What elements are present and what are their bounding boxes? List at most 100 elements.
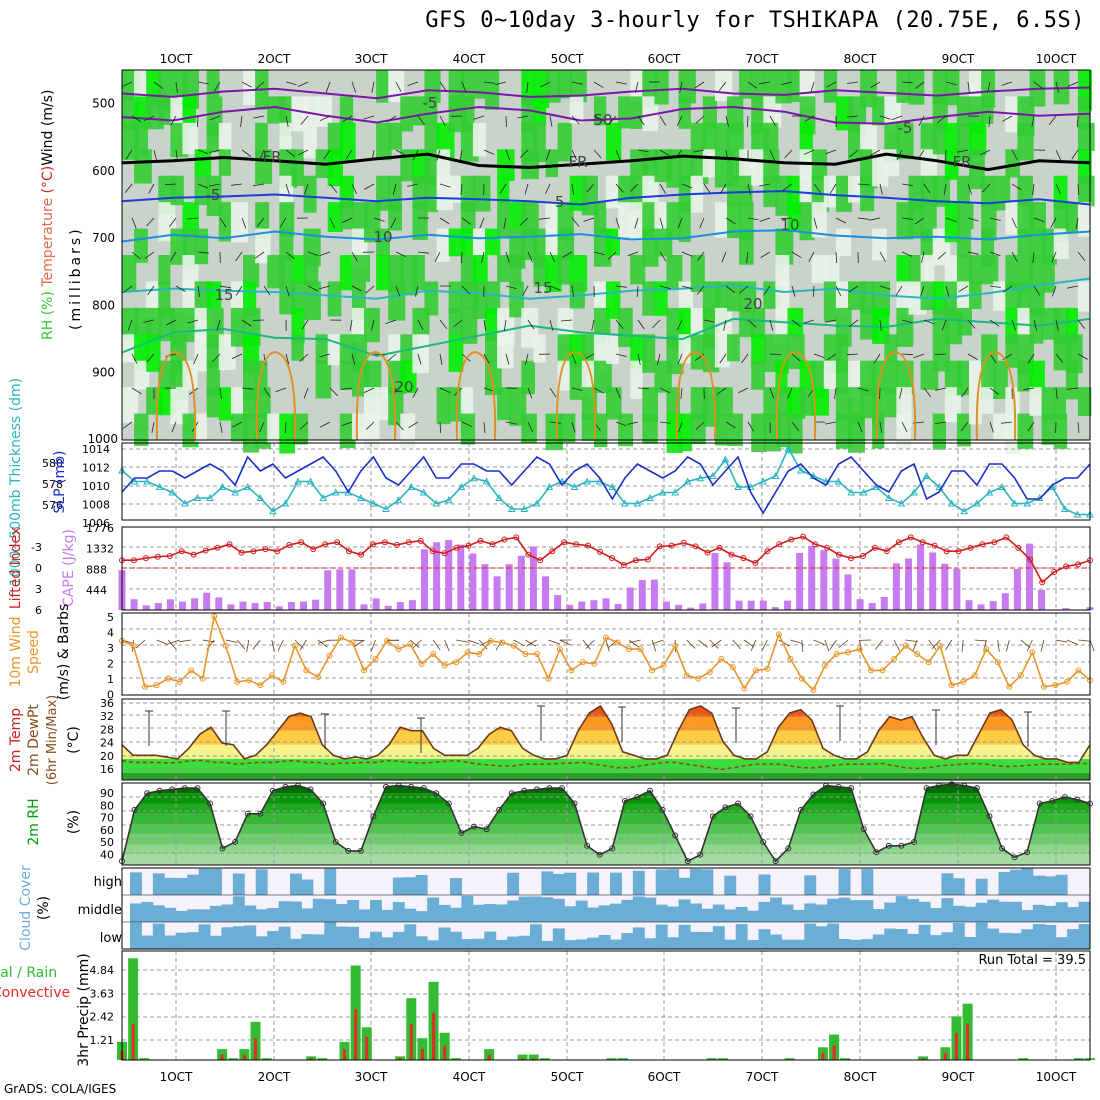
- cloud-cell: [415, 911, 428, 922]
- rh-line-point: [797, 806, 804, 813]
- precip-conv-bar: [966, 1023, 970, 1060]
- precip-total-bar: [617, 1058, 628, 1060]
- wind10-line-point: [591, 660, 598, 667]
- wind10-line-point: [130, 642, 137, 649]
- wind10-line-point: [1006, 683, 1013, 690]
- wind-barb: [285, 353, 290, 365]
- cloud-cell: [267, 931, 280, 949]
- cape-bar: [1013, 568, 1021, 610]
- cloud-cell: [210, 868, 222, 895]
- cape-contour: [675, 350, 717, 441]
- x-tick-label-top: 2OCT: [258, 52, 291, 66]
- wind-barb: [869, 217, 881, 221]
- cloud-cell: [872, 909, 885, 922]
- thick-tick-label: 578: [42, 478, 63, 491]
- cloud-cell: [370, 931, 382, 949]
- wind-barb: [385, 319, 397, 324]
- cloud-cell: [907, 933, 920, 949]
- cloud-cell: [141, 935, 154, 949]
- cape-bar: [154, 602, 162, 610]
- rh-cell: [1005, 149, 1020, 178]
- wind-barb: [259, 149, 265, 161]
- wind-barb: [1011, 149, 1018, 160]
- rh-cell: [158, 255, 171, 285]
- rh-cell: [158, 96, 175, 125]
- cloud-cell: [850, 900, 862, 922]
- wind10-line-point: [649, 667, 656, 674]
- rh-cell: [593, 413, 608, 448]
- wind-barb: [1055, 149, 1062, 161]
- wind-barb: [879, 319, 882, 331]
- wind-barb: [629, 183, 639, 192]
- rh-cell: [557, 70, 572, 99]
- wind-barb: [679, 81, 683, 93]
- rh-cell: [472, 175, 491, 212]
- rh-cell: [956, 228, 972, 258]
- rh-cell: [1017, 307, 1032, 338]
- cloud-cell: [781, 904, 794, 922]
- wind-barb: [1052, 285, 1057, 297]
- cape-bar: [614, 603, 622, 610]
- cloud-cell: [450, 931, 462, 949]
- cloud-cell: [450, 877, 462, 895]
- wind-barb-10m: [997, 639, 1000, 652]
- rh-line-point: [709, 813, 716, 820]
- wind-barb: [879, 251, 886, 262]
- wind-barb: [937, 251, 947, 260]
- rh-cell: [291, 281, 304, 313]
- rh-cell: [678, 202, 691, 243]
- rh-cell: [642, 149, 658, 181]
- wind-barb-10m: [652, 639, 664, 645]
- lifted-line-point: [847, 555, 854, 562]
- wind-barb-10m: [961, 639, 964, 652]
- wind10-line-point: [268, 672, 275, 679]
- precip-conv-bar: [398, 1058, 402, 1060]
- wind-barb: [1077, 353, 1088, 360]
- wind-barb: [945, 81, 957, 86]
- cloud-cell: [495, 904, 508, 922]
- rh-cell: [182, 122, 198, 155]
- cape-bar: [941, 563, 949, 610]
- wind-barb-10m: [299, 639, 307, 651]
- cloud-tick-label: high: [94, 875, 122, 890]
- rh-cell: [1029, 202, 1046, 234]
- wind-barb: [219, 217, 227, 228]
- wind-barb: [615, 217, 620, 229]
- wind-barb-10m: [317, 639, 328, 648]
- lifted-tick-label: 3: [35, 583, 42, 596]
- rh-cell: [606, 228, 620, 256]
- cloud-cell: [770, 934, 782, 949]
- rh-line-point: [496, 806, 503, 813]
- rh-line-point: [898, 842, 905, 849]
- wind10-line-point: [891, 655, 898, 662]
- wind-barb: [187, 217, 199, 220]
- wind-barb: [791, 421, 800, 431]
- cloud-cell: [667, 906, 680, 922]
- thickness-line-point: [294, 477, 302, 485]
- wind-barb: [879, 421, 883, 433]
- rh-cell: [1053, 228, 1069, 260]
- rh-cell: [569, 70, 587, 103]
- cape-bar: [300, 601, 307, 610]
- rh-cell: [908, 202, 923, 239]
- cloud-cell: [507, 872, 520, 895]
- cloud-cell: [1010, 933, 1022, 949]
- rh-cell: [315, 334, 330, 364]
- upper-ylabel-units: (millibars): [68, 226, 84, 330]
- rh-cell: [436, 228, 450, 262]
- cape-frame: [121, 526, 1091, 611]
- wind-barb: [232, 421, 243, 428]
- wind-barb-10m: [628, 639, 639, 648]
- wind-barb: [439, 319, 448, 329]
- cape-bar: [408, 600, 416, 610]
- wind-barb: [307, 285, 318, 292]
- rh-cell: [1017, 175, 1033, 206]
- cape-bar: [396, 602, 404, 610]
- rh-cell: [472, 255, 488, 286]
- wind-barb-10m: [1005, 639, 1010, 652]
- wind-barb: [676, 319, 683, 331]
- thickness-line-point: [445, 496, 453, 504]
- precip-conv-bar: [242, 1054, 246, 1060]
- wind-barb: [349, 319, 353, 331]
- wind-barb: [122, 421, 133, 429]
